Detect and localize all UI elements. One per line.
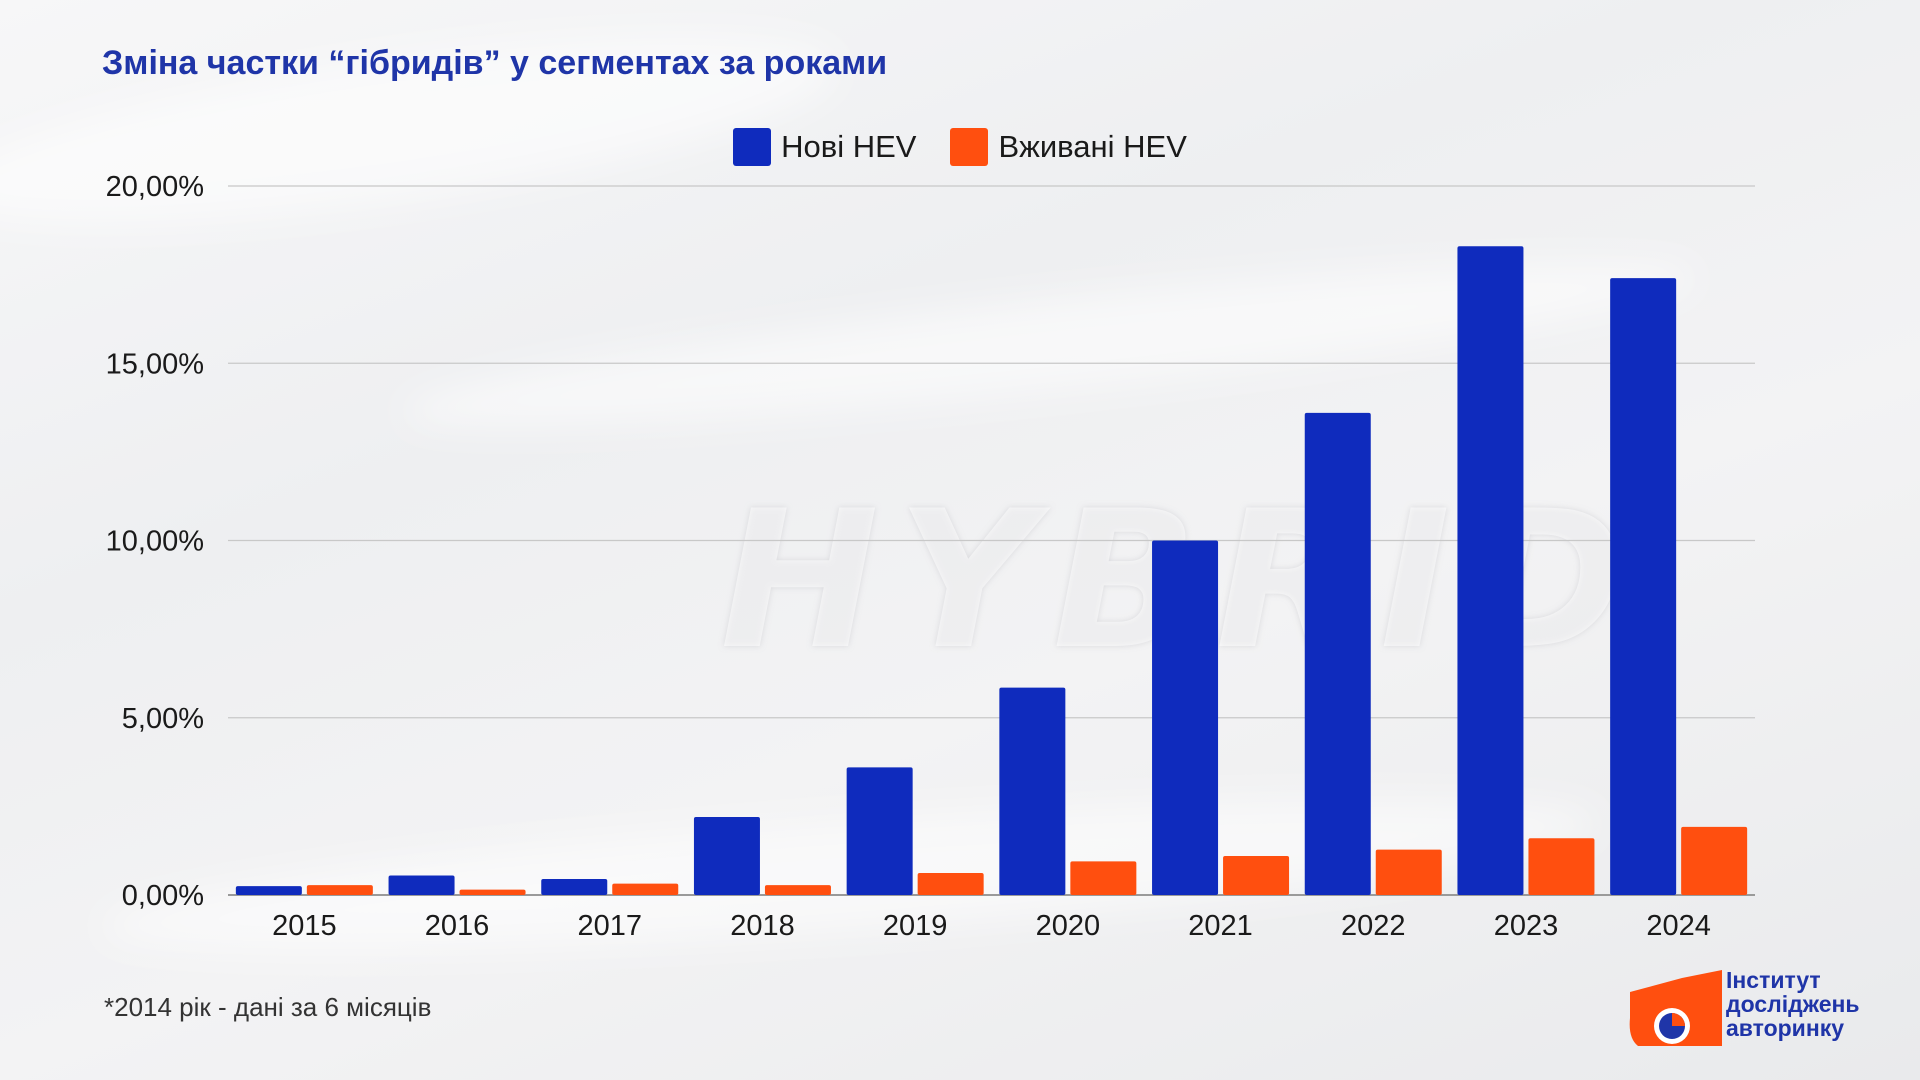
- x-tick-label: 2023: [1494, 910, 1559, 942]
- x-tick-label: 2018: [730, 910, 795, 942]
- bar-used-hev: [459, 889, 526, 895]
- y-tick-label: 5,00%: [122, 703, 204, 735]
- x-tick-label: 2017: [577, 910, 642, 942]
- bar-used-hev: [1223, 856, 1290, 895]
- legend-swatch-new: [733, 128, 772, 166]
- legend-label-new: Нові HEV: [781, 129, 917, 164]
- bar-used-hev: [1528, 838, 1595, 895]
- bar-used-hev: [612, 883, 679, 895]
- institute-logo: Інститут досліджень авторинку: [1626, 968, 1886, 1048]
- legend-label-used: Вживані HEV: [998, 129, 1187, 164]
- x-tick-label: 2021: [1188, 910, 1253, 942]
- legend-item-used: Вживані HEV: [950, 128, 1187, 166]
- bar-used-hev: [764, 885, 831, 895]
- legend-item-new: Нові HEV: [733, 128, 916, 166]
- bar-new-hev: [388, 875, 455, 895]
- logo-emblem-icon: [1629, 970, 1722, 1046]
- x-tick-label: 2024: [1646, 910, 1711, 942]
- bar-new-hev: [1304, 412, 1371, 895]
- bar-new-hev: [1610, 278, 1677, 895]
- x-tick-label: 2019: [883, 910, 948, 942]
- logo-text: Інститут досліджень авторинку: [1726, 968, 1860, 1040]
- x-tick-label: 2015: [272, 910, 337, 942]
- x-tick-label: 2020: [1036, 910, 1101, 942]
- y-tick-label: 15,00%: [106, 348, 204, 380]
- bar-new-hev: [1457, 246, 1524, 895]
- bar-new-hev: [693, 817, 760, 895]
- bar-chart: 0,00% 5,00% 10,00% 15,00% 20,00% 2015 2016 2017…: [106, 171, 1755, 942]
- bar-used-hev: [306, 885, 373, 895]
- logo-text-line1: Інститут: [1726, 967, 1821, 993]
- legend-swatch-used: [950, 128, 989, 166]
- y-tick-label: 10,00%: [106, 526, 204, 558]
- logo-text-line3: авторинку: [1726, 1015, 1845, 1041]
- bar-new-hev: [846, 767, 913, 895]
- bar-used-hev: [1070, 861, 1137, 895]
- y-tick-label: 0,00%: [122, 880, 204, 912]
- x-tick-label: 2016: [425, 910, 490, 942]
- footnote: *2014 рік - дані за 6 місяців: [104, 992, 432, 1022]
- bar-new-hev: [999, 687, 1066, 895]
- bar-new-hev: [235, 886, 302, 895]
- bar-new-hev: [541, 879, 608, 895]
- chart-legend: Нові HEV Вживані HEV: [0, 128, 1920, 166]
- bar-used-hev: [917, 873, 984, 895]
- chart-title: Зміна частки “гібридів” у сегментах за р…: [102, 44, 888, 82]
- bar-used-hev: [1375, 849, 1442, 895]
- bar-used-hev: [1681, 826, 1748, 895]
- y-tick-label: 20,00%: [106, 171, 204, 203]
- logo-text-line2: досліджень: [1726, 991, 1860, 1017]
- bar-new-hev: [1152, 540, 1219, 895]
- x-tick-label: 2022: [1341, 910, 1406, 942]
